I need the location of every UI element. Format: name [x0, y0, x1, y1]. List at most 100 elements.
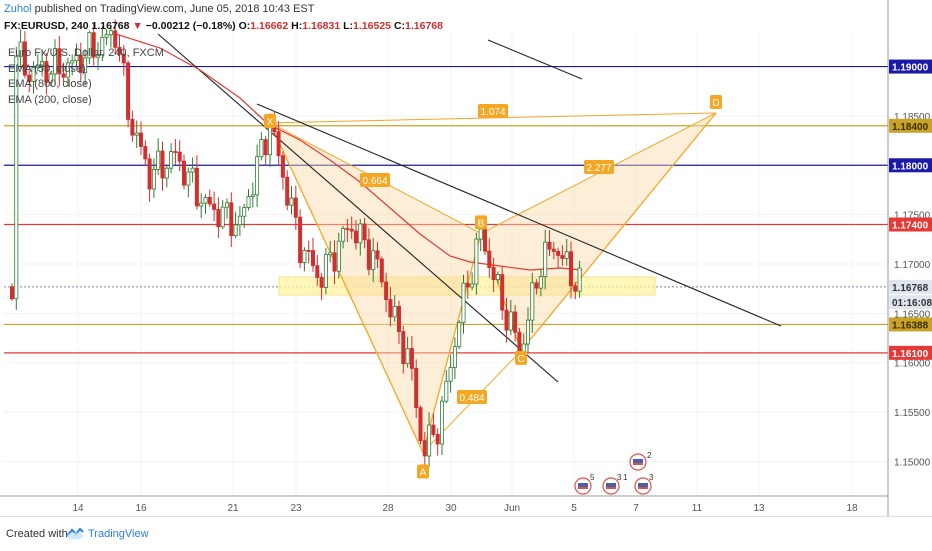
candle-body-13 — [65, 62, 70, 78]
time-tick-7: 5 — [571, 503, 577, 514]
candle-body-17 — [83, 57, 88, 74]
open-value: 1.16662 — [250, 20, 289, 32]
axis-bg — [888, 32, 932, 516]
time-tick-2: 21 — [227, 503, 239, 514]
pattern-labels: X A B C D 0.664 0.484 2.277 1.074 — [264, 94, 722, 479]
pattern-leg-XA — [269, 122, 424, 453]
candle-body-87 — [384, 281, 389, 300]
candle-body-62 — [276, 131, 281, 157]
point-label-a: A — [420, 468, 427, 479]
event-count-1: 3 — [617, 473, 622, 482]
close-label: C: — [393, 20, 406, 32]
candle-body-10 — [53, 48, 58, 75]
candle-body-33 — [151, 169, 156, 190]
axis-level-5-plate — [889, 345, 932, 360]
axis-countdown: 01:16:08 — [892, 298, 932, 309]
tradingview-link[interactable]: TradingView — [88, 528, 149, 540]
candle-body-0 — [9, 286, 14, 300]
candle-body-8 — [44, 61, 49, 83]
candle-body-46 — [207, 196, 212, 205]
candle-body-78 — [345, 228, 350, 230]
candle-body-104 — [457, 322, 462, 348]
event-flag-fill-0 — [578, 483, 588, 489]
candle-body-95 — [418, 407, 423, 442]
author-link[interactable]: Zuhol — [4, 3, 32, 15]
candle-body-19 — [91, 32, 96, 58]
axis-last-price: 1.16768 — [892, 283, 929, 294]
legend-item-ema50[interactable]: EMA (50, close) — [8, 62, 86, 75]
candle-body-129 — [564, 251, 569, 259]
tradingview-logo-icon — [66, 527, 84, 540]
candle-body-118 — [517, 331, 522, 353]
candle-body-45 — [203, 196, 208, 204]
legend-item-ema800[interactable]: EMA (800, close) — [8, 78, 92, 91]
event-flag-stripe-2 — [638, 487, 648, 489]
publish-line: Zuhol published on TradingView.com, June… — [4, 3, 314, 15]
candle-body-22 — [104, 34, 109, 38]
time-tick-6: Jun — [504, 503, 520, 514]
candle-body-71 — [315, 265, 320, 278]
candle-body-112 — [491, 267, 496, 281]
point-label-a-box — [417, 464, 429, 479]
candle-body-57 — [255, 156, 260, 196]
candle-body-67 — [298, 216, 303, 263]
point-label-d-box — [710, 94, 722, 109]
change: −0.00212 (−0.18%) — [145, 20, 236, 32]
candle-body-101 — [444, 380, 449, 402]
candle-body-77 — [341, 228, 346, 242]
candle-body-100 — [439, 400, 444, 445]
candle-body-47 — [212, 203, 217, 210]
axis-level-2: 1.18000 — [892, 161, 929, 172]
candle-body-80 — [353, 230, 358, 244]
price-axis: 1.18500 1.17500 1.17000 1.16500 1.16000 1.155… — [887, 0, 932, 516]
candle-body-119 — [521, 343, 526, 353]
candle-body-99 — [435, 434, 440, 445]
axis-level-1-plate — [889, 118, 932, 133]
axis-level-4: 1.16388 — [892, 320, 929, 331]
candle-body-94 — [414, 368, 419, 409]
candle-body-73 — [323, 254, 328, 288]
candles — [9, 19, 582, 468]
ema-line — [115, 33, 583, 271]
candle-body-31 — [143, 146, 148, 160]
candle-body-60 — [267, 123, 272, 156]
trendline-lower — [157, 33, 559, 383]
candle-body-38 — [173, 151, 178, 153]
point-label-b-box — [475, 215, 487, 230]
candle-body-35 — [160, 150, 165, 179]
legend-title: Euro Fx/U.S. Dollar, 240, FXCM — [8, 47, 164, 59]
legend-item-ema200[interactable]: EMA (200, close) — [8, 94, 92, 107]
candle-body-63 — [280, 155, 285, 178]
ratio-label-bd: 2.277 — [586, 163, 611, 174]
point-label-x: X — [267, 117, 274, 128]
axis-level-0-plate — [889, 59, 932, 74]
candle-body-125 — [547, 241, 552, 250]
time-tick-0: 14 — [72, 503, 84, 514]
candle-body-24 — [113, 30, 118, 48]
candle-body-54 — [242, 207, 247, 217]
axis-tick-1: 1.17500 — [894, 211, 931, 222]
event-count-4: 2 — [647, 451, 652, 460]
candle-body-52 — [233, 224, 238, 237]
event-flag-fill-1 — [606, 483, 616, 489]
candle-body-27 — [126, 62, 131, 120]
candle-body-21 — [100, 36, 105, 55]
pattern-fill-bcd — [481, 112, 716, 351]
candle-body-53 — [237, 215, 242, 226]
candle-body-96 — [422, 440, 427, 457]
candle-body-39 — [177, 151, 182, 162]
symbol: FX:EURUSD, 240 — [4, 20, 89, 32]
candle-body-20 — [96, 54, 101, 58]
candle-body-123 — [538, 276, 543, 289]
event-count-3: 3 — [649, 473, 654, 482]
axis-level-3-plate — [889, 217, 932, 232]
candle-body-84 — [371, 250, 376, 270]
point-label-d: D — [712, 98, 719, 109]
footer: Created with TradingView — [0, 516, 932, 551]
axis-last-price-plate — [889, 279, 932, 294]
candle-body-92 — [405, 348, 410, 365]
candle-body-74 — [328, 252, 333, 256]
down-arrow-icon: ▼ — [132, 20, 143, 32]
candle-body-107 — [470, 283, 475, 288]
